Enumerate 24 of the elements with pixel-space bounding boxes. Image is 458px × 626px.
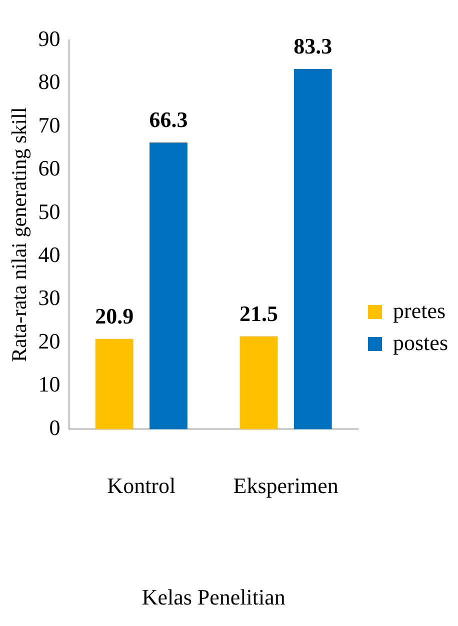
y-tick-label: 80 [38, 69, 60, 94]
data-label: 66.3 [149, 107, 188, 132]
legend-label: postes [393, 330, 448, 355]
data-label: 83.3 [294, 34, 332, 59]
x-tick-label: Kontrol [107, 473, 176, 498]
bar [95, 338, 134, 430]
bar [294, 68, 332, 430]
y-tick-label: 90 [38, 26, 60, 51]
y-tick-label: 70 [38, 112, 60, 138]
data-label: 21.5 [239, 300, 278, 326]
y-tick-label: 20 [38, 328, 60, 354]
legend-label: pretes [393, 298, 446, 323]
x-axis-title: Kelas Penelitian [142, 584, 286, 610]
data-label: 20.9 [95, 304, 134, 329]
y-tick-label: 60 [38, 156, 60, 181]
y-tick-label: 0 [49, 414, 60, 440]
y-axis-title: Rata-rata nilai generating skill [7, 107, 32, 362]
y-tick-label: 30 [38, 285, 60, 310]
bar [150, 142, 188, 430]
y-tick-label: 10 [38, 372, 60, 397]
y-tick-label: 50 [38, 198, 60, 224]
y-tick-label: 40 [38, 242, 60, 268]
bar [240, 336, 278, 430]
x-tick-label: Eksperimen [233, 473, 338, 498]
